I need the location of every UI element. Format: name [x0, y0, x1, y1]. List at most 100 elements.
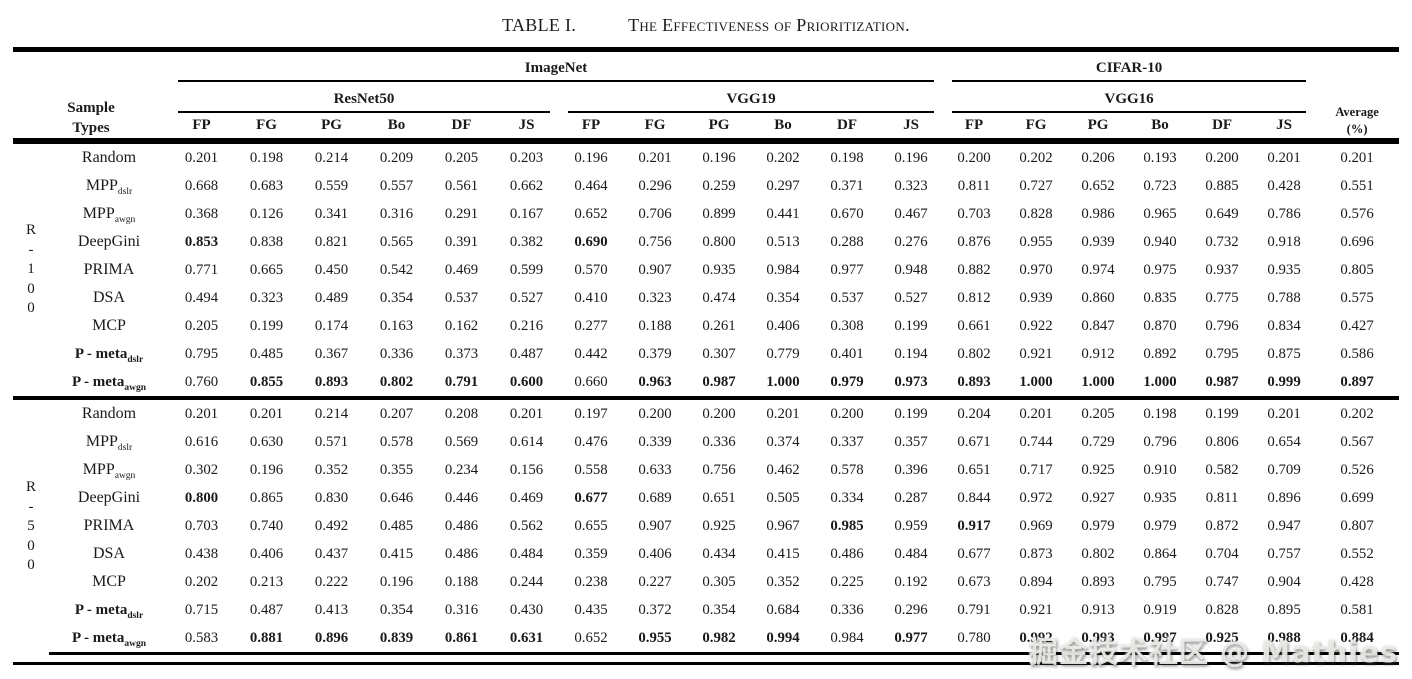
metric-header-bo: Bo: [751, 113, 816, 144]
value-cell: 0.583: [169, 624, 235, 655]
value-cell: 0.802: [379, 373, 414, 390]
value-cell: 0.323: [894, 177, 928, 194]
value-cell: 0.194: [894, 345, 928, 362]
value-cell: 0.467: [894, 205, 928, 222]
value-cell: 0.200: [687, 396, 752, 428]
metric-header-df: DF: [815, 113, 880, 144]
value-cell: 0.355: [379, 461, 414, 478]
method-label-text: P - metadslr: [74, 346, 144, 365]
method-label: MPPawgn: [49, 200, 169, 228]
metric-header-fg: FG: [1005, 113, 1068, 144]
value-cell: 0.316: [444, 601, 479, 618]
value-cell: 0.834: [1267, 317, 1301, 334]
value-cell: 0.227: [638, 573, 672, 590]
value-cell: 0.630: [249, 433, 284, 450]
value-cell: 0.578: [379, 433, 414, 450]
metric-header-bo: Bo: [1129, 113, 1192, 144]
value-cell: 0.651: [957, 461, 991, 478]
value-cell: 0.323: [638, 289, 672, 306]
value-cell: 0.795: [1143, 573, 1177, 590]
value-cell: 0.893: [957, 373, 991, 390]
value-cell: 0.462: [766, 461, 800, 478]
value-cell: 0.196: [379, 573, 414, 590]
value-cell: 0.802: [1081, 545, 1115, 562]
value-cell: 0.975: [1143, 261, 1177, 278]
value-cell: 0.276: [894, 233, 928, 250]
value-cell: 0.430: [509, 601, 544, 618]
value-cell: 0.959: [894, 517, 928, 534]
value-cell: 0.896: [299, 624, 365, 655]
method-label-subscript: dslr: [117, 443, 133, 454]
value-cell: 0.198: [249, 149, 284, 166]
table-index: TABLE I.: [502, 15, 577, 35]
value-cell: 0.861: [429, 624, 495, 655]
metric-header-pg: PG: [687, 113, 752, 144]
table-row: P - metaawgn 0.583 0.881 0.896 0.839 0.861 0.6…: [13, 624, 1400, 655]
value-cell: 0.703: [957, 205, 991, 222]
value-cell: 0.683: [249, 177, 284, 194]
method-label-subscript: awgn: [114, 215, 136, 226]
value-cell: 0.918: [1267, 233, 1301, 250]
table-header: Sample Types ImageNet CIFAR-10 Average (%) Res…: [13, 47, 1400, 144]
average-cell: 0.576: [1340, 205, 1374, 222]
dataset-header-label: ImageNet: [178, 60, 935, 82]
value-cell: 0.442: [574, 345, 608, 362]
value-cell: 0.977: [830, 261, 864, 278]
value-cell: 0.893: [314, 373, 349, 390]
value-cell: 0.259: [702, 177, 736, 194]
value-cell: 0.673: [957, 573, 991, 590]
value-cell: 0.413: [314, 601, 349, 618]
value-cell: 0.677: [574, 489, 608, 506]
value-cell: 0.821: [314, 233, 349, 250]
value-cell: 0.562: [509, 517, 544, 534]
value-cell: 0.205: [184, 317, 219, 334]
value-cell: 0.616: [184, 433, 219, 450]
metric-header-fp: FP: [169, 113, 235, 144]
value-cell: 0.126: [249, 205, 284, 222]
value-cell: 0.715: [184, 601, 219, 618]
value-cell: 0.844: [957, 489, 991, 506]
method-label: MPPdslr: [49, 428, 169, 456]
value-cell: 0.354: [379, 289, 414, 306]
table-row: P - metadslr 0.795 0.485 0.367 0.336 0.373 0.4…: [13, 340, 1399, 368]
method-label: P - metaawgn: [49, 368, 169, 398]
value-cell: 0.513: [766, 233, 800, 250]
value-cell: 0.925: [1191, 624, 1254, 655]
sample-types-line: Sample: [67, 100, 115, 116]
section-r-500: R - 5 0 0 Random 0.201 0.201 0.214 0.207 0.208…: [13, 396, 1400, 655]
value-cell: 0.600: [509, 373, 544, 390]
method-label: P - metaawgn: [49, 624, 170, 655]
average-cell: 0.699: [1340, 489, 1374, 506]
value-cell: 0.196: [574, 149, 608, 166]
row-group-label: R - 5 0 0: [13, 396, 49, 654]
value-cell: 0.780: [943, 624, 1006, 655]
value-cell: 0.775: [1205, 289, 1239, 306]
method-label-text: MPPdslr: [85, 177, 133, 198]
value-cell: 0.571: [314, 433, 349, 450]
method-label-text: MPPawgn: [82, 205, 136, 226]
metric-header-fg: FG: [234, 113, 300, 144]
value-cell: 0.485: [379, 517, 414, 534]
value-cell: 0.633: [638, 461, 672, 478]
value-cell: 0.368: [184, 205, 219, 222]
average-cell: 0.567: [1340, 433, 1374, 450]
metric-header-js: JS: [1253, 113, 1316, 144]
value-cell: 0.835: [1143, 289, 1177, 306]
value-cell: 0.352: [766, 573, 800, 590]
value-cell: 0.853: [184, 233, 219, 250]
value-cell: 0.860: [1081, 289, 1115, 306]
value-cell: 0.305: [702, 573, 736, 590]
value-cell: 0.487: [249, 601, 284, 618]
value-cell: 0.372: [638, 601, 672, 618]
value-cell: 0.334: [830, 489, 864, 506]
average-cell: 0.526: [1340, 461, 1374, 478]
value-cell: 0.542: [379, 261, 414, 278]
value-cell: 0.198: [1129, 396, 1192, 428]
method-label-text: Random: [81, 149, 137, 166]
metric-header-bo: Bo: [364, 113, 430, 144]
value-cell: 0.922: [1019, 317, 1053, 334]
value-cell: 0.193: [1143, 149, 1177, 166]
table-title: TABLE I. The Effectiveness of Prioritiza…: [0, 0, 1412, 47]
value-cell: 0.174: [314, 317, 349, 334]
method-label-text: PRIMA: [83, 517, 135, 534]
